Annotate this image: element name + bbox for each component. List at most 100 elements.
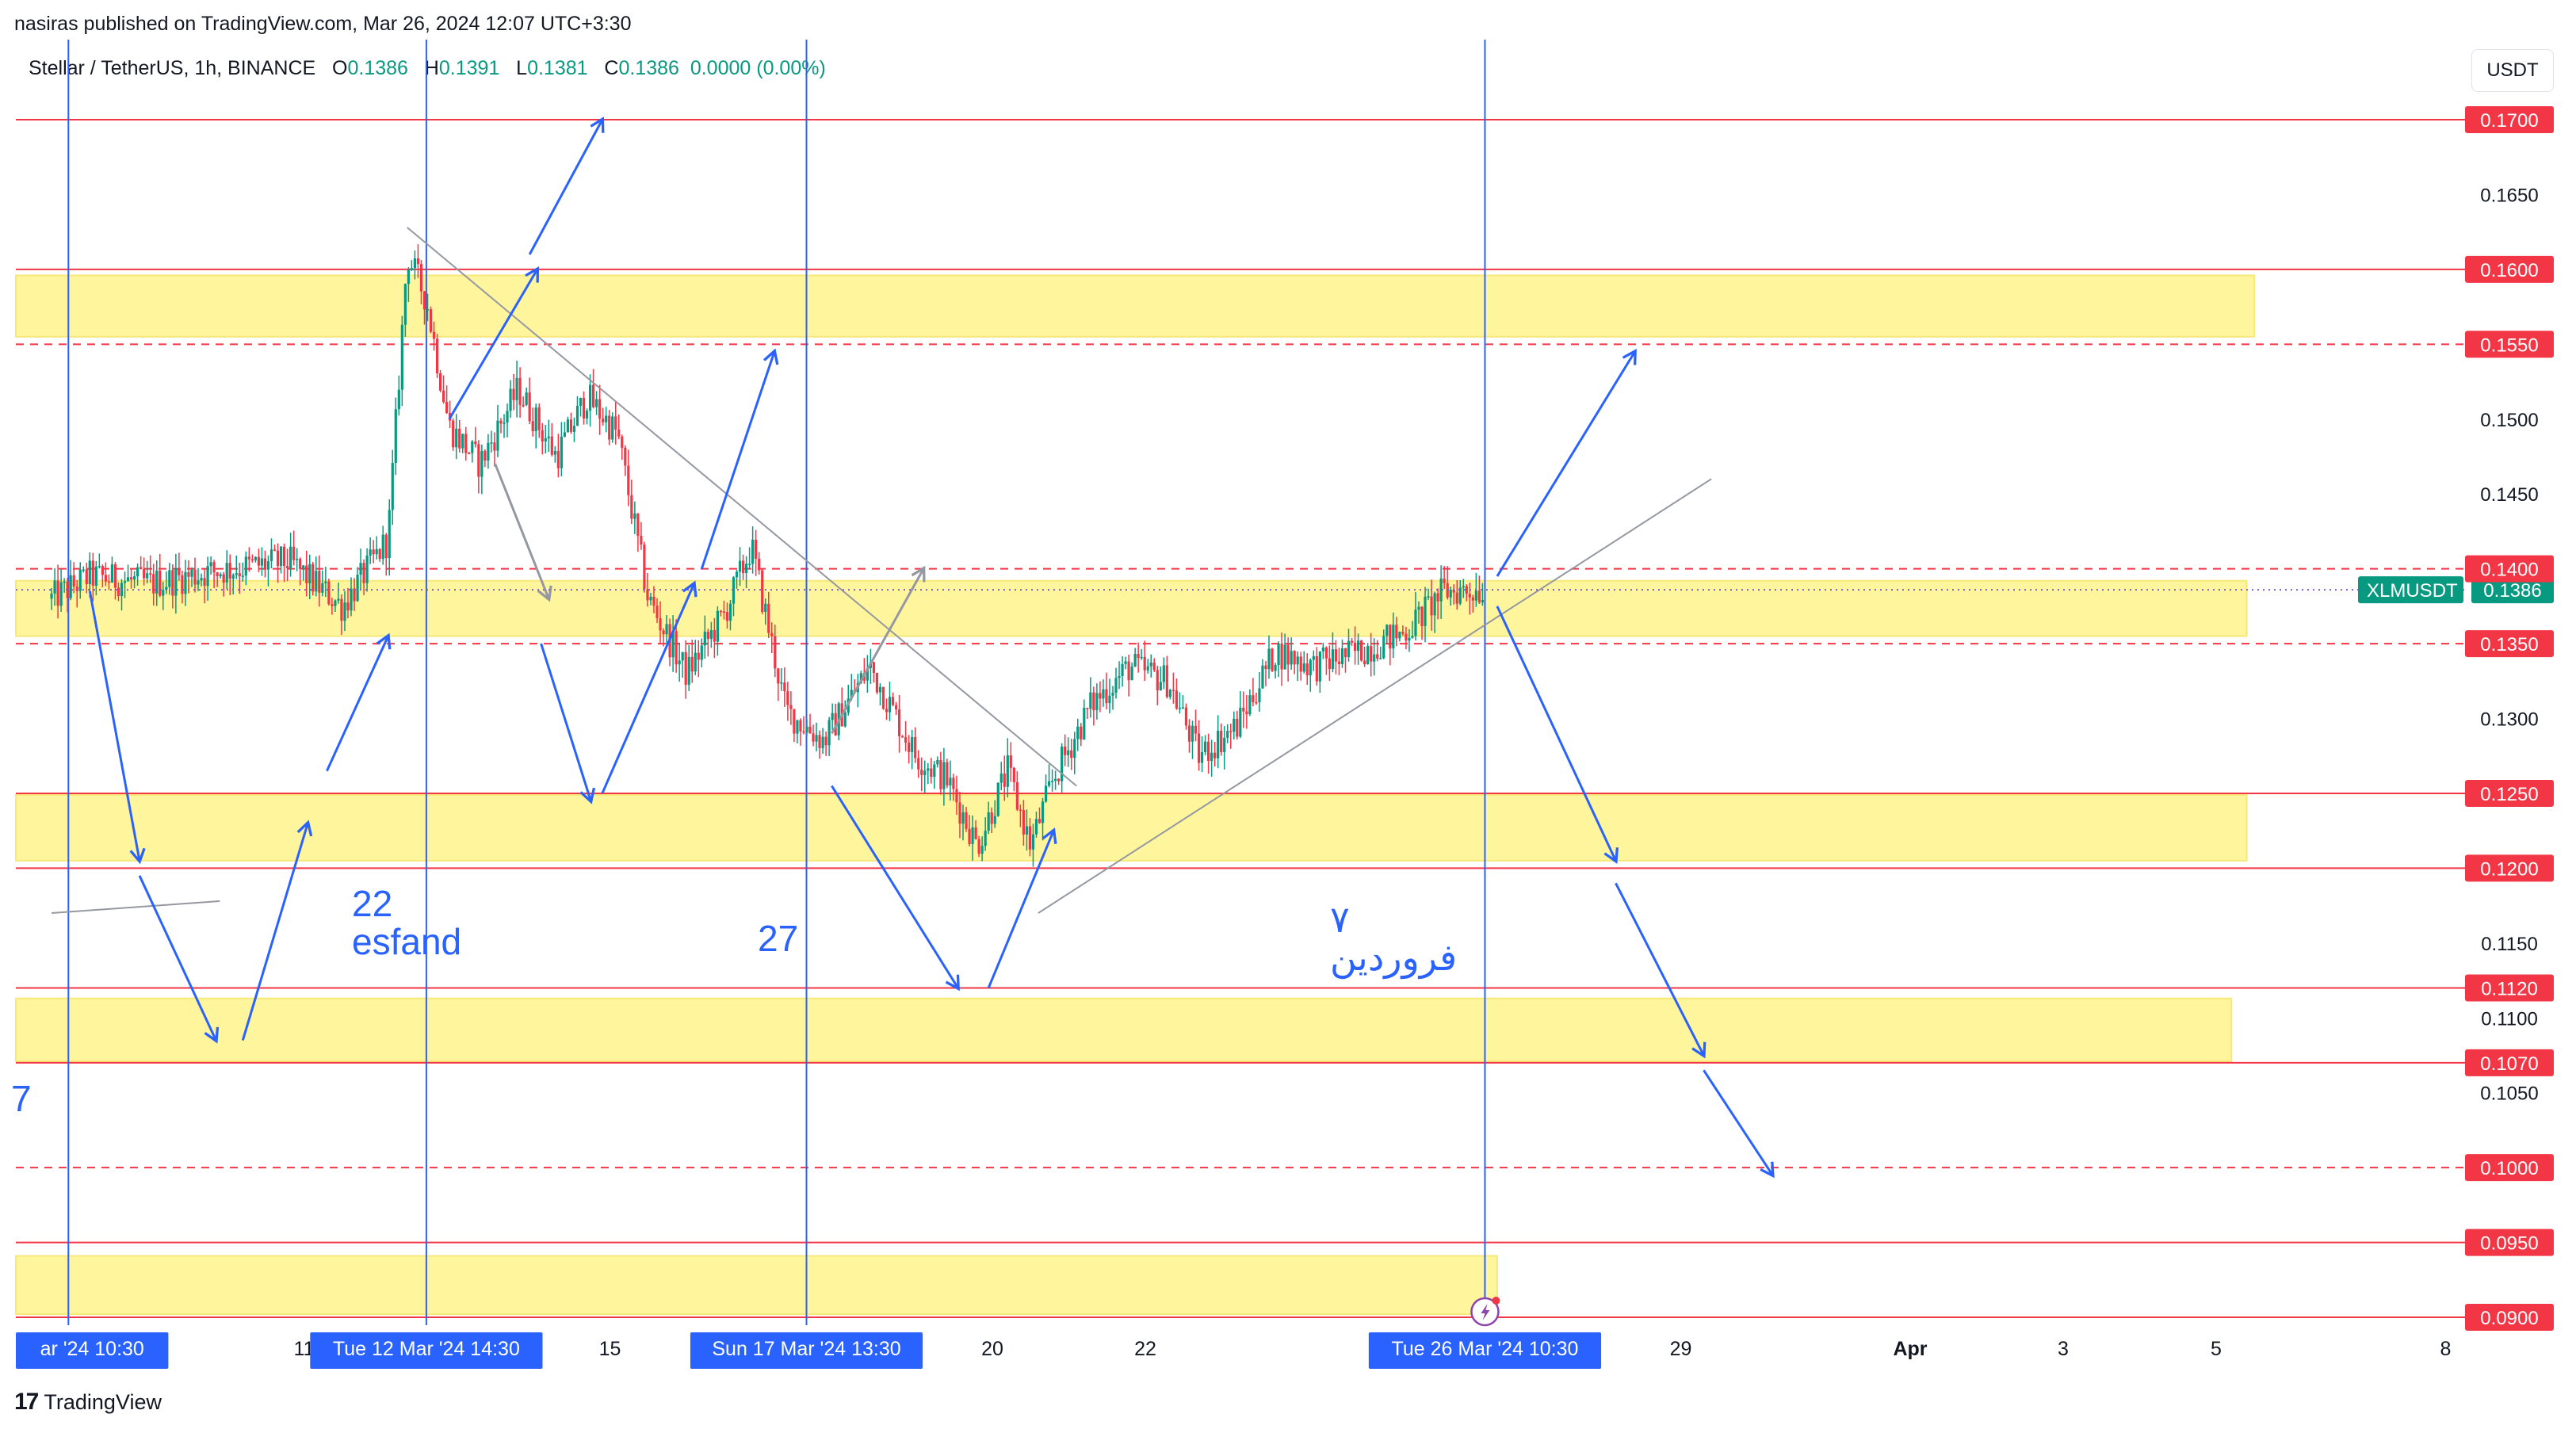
price-level-tag bbox=[2465, 1229, 2554, 1256]
candle bbox=[331, 598, 334, 615]
candle bbox=[897, 695, 901, 753]
candle-body bbox=[397, 389, 400, 410]
candle bbox=[499, 418, 503, 434]
candle-body bbox=[1398, 632, 1401, 639]
candle-body bbox=[780, 682, 783, 684]
candle-body bbox=[432, 331, 436, 339]
candle-body bbox=[509, 388, 512, 411]
candle-body bbox=[1137, 653, 1140, 659]
candle-body bbox=[152, 574, 155, 594]
candle bbox=[1102, 679, 1105, 707]
legend-symbol[interactable]: Stellar / TetherUS, 1h, BINANCE bbox=[29, 57, 316, 79]
candle bbox=[875, 672, 879, 694]
candle-body bbox=[461, 434, 464, 449]
candle bbox=[346, 587, 350, 619]
candle bbox=[878, 682, 882, 706]
candle bbox=[107, 574, 111, 590]
candle bbox=[598, 384, 602, 435]
candle bbox=[709, 621, 713, 648]
candle bbox=[285, 548, 289, 582]
candle bbox=[1417, 601, 1420, 624]
candle-body bbox=[378, 548, 381, 560]
candle-body bbox=[566, 419, 570, 433]
candle bbox=[675, 619, 678, 673]
candle bbox=[94, 560, 97, 596]
candle-body bbox=[1080, 726, 1083, 739]
candle-body bbox=[1427, 596, 1430, 598]
candle-body bbox=[582, 398, 586, 418]
candle-body bbox=[343, 602, 346, 621]
candle bbox=[1462, 579, 1465, 598]
candle-body bbox=[1286, 644, 1290, 665]
candle-body bbox=[927, 768, 930, 771]
time-axis-tick: Apr bbox=[1893, 1338, 1927, 1360]
candle bbox=[550, 422, 553, 457]
candle-body bbox=[1277, 643, 1280, 665]
candle-body bbox=[732, 577, 736, 604]
candle-body bbox=[563, 432, 567, 437]
candle-body bbox=[591, 384, 595, 407]
time-marker-tag bbox=[1368, 1332, 1602, 1369]
candle bbox=[1015, 771, 1019, 812]
candle-body bbox=[821, 736, 824, 748]
candle-body bbox=[219, 574, 222, 576]
price-axis-tick: 0.1300 bbox=[2480, 709, 2538, 731]
candle bbox=[1305, 653, 1309, 686]
candle bbox=[155, 560, 159, 606]
candle-body bbox=[289, 546, 292, 568]
candle bbox=[1370, 632, 1373, 677]
candle bbox=[1187, 719, 1191, 753]
candle-body bbox=[1061, 746, 1064, 781]
candle-body bbox=[1290, 651, 1293, 665]
candle bbox=[1455, 579, 1458, 610]
candle bbox=[143, 557, 146, 586]
candle bbox=[1382, 629, 1385, 659]
candle bbox=[993, 800, 996, 828]
time-marker-label: Tue 12 Mar '24 14:30 bbox=[333, 1338, 520, 1360]
candle bbox=[464, 426, 468, 461]
candle bbox=[1121, 655, 1124, 687]
candle bbox=[162, 581, 165, 610]
price-axis-tick: 0.1450 bbox=[2480, 484, 2538, 506]
price-axis-tick: 0.1100 bbox=[2481, 1008, 2538, 1030]
candle bbox=[1296, 651, 1299, 682]
candle-body bbox=[1420, 606, 1424, 626]
candle-body bbox=[346, 602, 350, 611]
candle-body bbox=[53, 580, 56, 594]
candle-body bbox=[1149, 662, 1152, 667]
candle bbox=[659, 601, 662, 644]
candle-body bbox=[247, 556, 250, 560]
candle bbox=[1207, 733, 1210, 774]
candle bbox=[1108, 678, 1111, 714]
candle bbox=[1411, 621, 1414, 639]
candle-body bbox=[1239, 707, 1242, 737]
candle bbox=[531, 407, 534, 437]
candle-body bbox=[1111, 692, 1114, 696]
candle bbox=[643, 541, 646, 593]
candle bbox=[805, 719, 808, 736]
candle bbox=[1277, 641, 1280, 678]
candle-body bbox=[875, 673, 879, 693]
candle bbox=[1318, 651, 1321, 693]
candle-body bbox=[541, 430, 544, 442]
candle bbox=[980, 836, 984, 862]
candle-body bbox=[340, 598, 343, 621]
currency-unit-button[interactable]: USDT bbox=[2471, 49, 2554, 92]
candle bbox=[455, 414, 458, 460]
candle bbox=[468, 451, 471, 455]
candle bbox=[1401, 625, 1405, 636]
candle-body bbox=[506, 411, 509, 423]
candle-body bbox=[1203, 741, 1207, 752]
candle bbox=[308, 554, 311, 599]
candle bbox=[518, 367, 522, 418]
candle-body bbox=[78, 569, 82, 591]
candle bbox=[1118, 661, 1121, 690]
time-marker-label: ar '24 10:30 bbox=[40, 1338, 144, 1360]
candle-body bbox=[149, 573, 152, 575]
candle bbox=[1350, 637, 1354, 647]
candle-body bbox=[104, 575, 108, 582]
candle bbox=[140, 556, 143, 570]
candle bbox=[744, 556, 748, 589]
candle-body bbox=[200, 578, 203, 581]
